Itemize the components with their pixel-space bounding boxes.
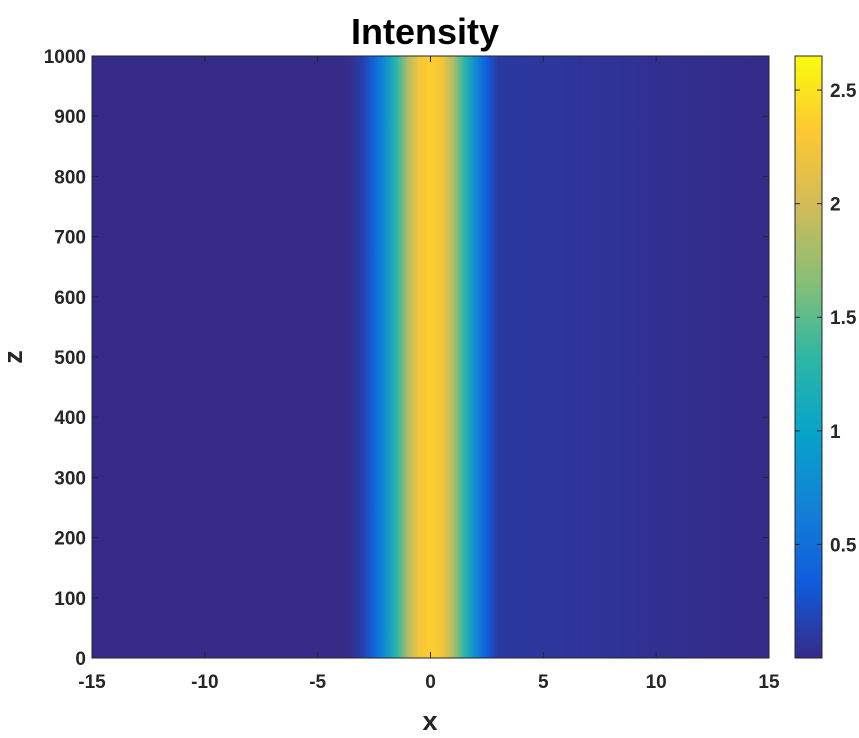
y-tick-label: 300: [54, 468, 86, 489]
plot-area: -15 -10 -5 0 5 10 15 0 100 200 300 400 500 600 700 800…: [44, 47, 780, 693]
colorbar: 0.5 1 1.5 2 2.5: [794, 55, 857, 659]
y-tick-label: 700: [54, 228, 86, 249]
y-tick-label: 400: [54, 408, 86, 429]
y-tick-label: 200: [54, 529, 86, 550]
y-tick-label: 1000: [44, 47, 86, 68]
colorbar-tick-label: 0.5: [830, 535, 857, 556]
y-tick-label: 0: [75, 649, 86, 670]
heatmap-field: [92, 56, 769, 658]
y-tick-label: 800: [54, 167, 86, 188]
y-tick-label: 900: [54, 107, 86, 128]
chart-title: Intensity: [351, 11, 499, 52]
x-axis-label: x: [422, 706, 437, 736]
y-tick-label: 100: [54, 589, 86, 610]
colorbar-ticks: 0.5 1 1.5 2 2.5: [795, 81, 857, 556]
x-tick-label: -15: [78, 672, 106, 693]
y-tick-label: 600: [54, 288, 86, 309]
colorbar-tick-label: 2.5: [830, 81, 857, 102]
colorbar-tick-label: 1.5: [830, 308, 857, 329]
x-tick-label: 10: [646, 672, 667, 693]
y-tick-label: 500: [54, 348, 86, 369]
x-tick-label: -5: [309, 672, 326, 693]
y-axis-label: z: [0, 350, 28, 364]
x-tick-label: -10: [191, 672, 218, 693]
x-tick-label: 15: [758, 672, 780, 693]
y-axis-ticks: 0 100 200 300 400 500 600 700 800 900 1000: [44, 47, 769, 670]
colorbar-tick-label: 1: [830, 422, 841, 443]
colorbar-tick-label: 2: [830, 195, 841, 216]
x-axis-ticks: -15 -10 -5 0 5 10 15: [78, 56, 780, 693]
x-tick-label: 0: [425, 672, 436, 693]
x-tick-label: 5: [538, 672, 549, 693]
colorbar-bar: [794, 55, 823, 659]
